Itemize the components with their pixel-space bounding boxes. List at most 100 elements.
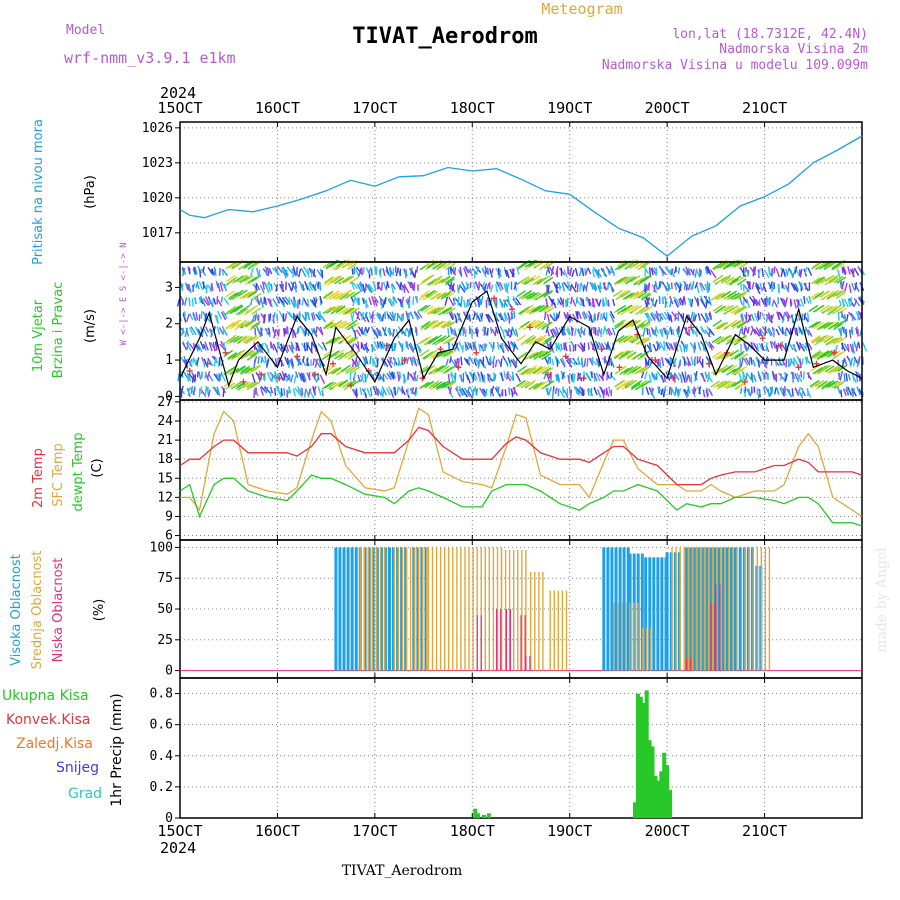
- wind-vector: [382, 298, 386, 308]
- wind-vector: [338, 380, 348, 388]
- gust-marker: [329, 360, 336, 367]
- wind-vector: [525, 291, 535, 299]
- precip-bar: [633, 802, 637, 818]
- wind-vector: [548, 386, 552, 395]
- wind-vector: [626, 276, 637, 284]
- y-tick-label: 0.4: [150, 749, 174, 764]
- wind-vector: [181, 267, 186, 277]
- wind-vector: [348, 337, 359, 345]
- wind-vector: [622, 304, 633, 312]
- wind-vector: [239, 321, 250, 329]
- wind-vector: [853, 297, 861, 307]
- wind-vector: [314, 358, 319, 368]
- wind-vector: [731, 293, 742, 301]
- wind-vector: [317, 311, 321, 319]
- wind-vector: [439, 380, 449, 388]
- wind-vector: [195, 312, 199, 320]
- wind-vector: [679, 344, 683, 353]
- wind-vector: [783, 372, 788, 382]
- wind-vector: [532, 259, 542, 267]
- wind-vector: [447, 328, 450, 337]
- wind-vector: [186, 372, 192, 382]
- high-cloud-bar: [396, 547, 400, 671]
- wind-vector: [712, 262, 723, 270]
- wind-vector: [457, 284, 462, 292]
- wind-vector: [541, 367, 552, 375]
- gust-marker: [222, 349, 229, 356]
- wind-vector: [673, 299, 679, 308]
- wind-vector: [298, 371, 303, 382]
- wind-vector: [286, 266, 293, 274]
- wind-vector: [445, 307, 456, 315]
- wind-vector: [235, 365, 246, 373]
- wind-vector: [409, 342, 415, 351]
- wind-vector: [541, 274, 551, 282]
- wind-vector: [287, 282, 293, 292]
- wind-ylabel-2: Brzina i Pravac: [51, 282, 66, 379]
- wind-vector: [705, 387, 710, 396]
- wind-vector: [344, 365, 355, 373]
- cloud-ylabel-3: Niska Oblacnost: [51, 558, 66, 663]
- wind-vector: [716, 305, 727, 313]
- wind-vector: [327, 382, 337, 390]
- wind-vector: [181, 283, 184, 292]
- wind-vector: [640, 321, 651, 329]
- wind-vector: [442, 261, 453, 269]
- wind-vector: [188, 283, 192, 293]
- wind-vector: [265, 283, 270, 293]
- wind-vector: [792, 269, 796, 277]
- wind-vector: [643, 266, 650, 275]
- wind-vector: [196, 357, 200, 365]
- wind-vector: [721, 274, 732, 282]
- wind-vector: [798, 326, 801, 334]
- wind-vector: [662, 388, 666, 398]
- wind-vector: [734, 383, 745, 391]
- wind-vector: [276, 265, 283, 274]
- wind-vector: [282, 266, 289, 276]
- wind-vector: [828, 380, 839, 388]
- wind-vector: [346, 307, 357, 315]
- wind-vector: [743, 341, 748, 351]
- wind-vector: [431, 277, 442, 285]
- wind-vector: [768, 266, 772, 276]
- wind-vector: [249, 298, 253, 306]
- wind-vector: [777, 325, 784, 335]
- wind-vector: [293, 374, 298, 383]
- wind-vector: [543, 290, 553, 299]
- wind-vector: [693, 356, 696, 365]
- wind-vector: [408, 299, 411, 309]
- wind-vector: [387, 298, 394, 307]
- wind-vector: [609, 310, 616, 319]
- wind-vector: [194, 374, 197, 383]
- wind-vector: [628, 259, 638, 267]
- wind-vector: [684, 371, 687, 380]
- wind-vector: [461, 387, 468, 398]
- y-tick-label: 18: [157, 452, 173, 467]
- wind-vector: [702, 343, 705, 351]
- wind-vector: [350, 291, 361, 299]
- wind-vector: [399, 268, 402, 276]
- wind-vector: [290, 374, 294, 383]
- wind-vector: [221, 269, 225, 276]
- wind-vector: [274, 387, 277, 396]
- y-tick-label: 0.6: [150, 718, 173, 733]
- wind-vector: [462, 311, 469, 321]
- wind-vector: [810, 364, 820, 372]
- wind-vector: [442, 321, 453, 329]
- mid-cloud-bar: [732, 547, 734, 671]
- wind-vector: [376, 281, 380, 290]
- wind-vector: [268, 267, 273, 275]
- wind-vector: [570, 296, 573, 305]
- wind-vector: [736, 293, 747, 301]
- wind-vector: [421, 336, 432, 344]
- low-cloud-bar: [520, 615, 522, 671]
- wind-vector: [457, 269, 463, 278]
- wind-vector: [476, 314, 482, 322]
- wind-vector: [705, 389, 709, 398]
- wind-vector: [445, 381, 456, 389]
- wind-vector: [815, 276, 825, 284]
- wind-vector: [340, 259, 350, 267]
- wind-vector: [552, 281, 559, 289]
- wind-vector: [368, 284, 375, 292]
- wind-vector: [741, 326, 744, 335]
